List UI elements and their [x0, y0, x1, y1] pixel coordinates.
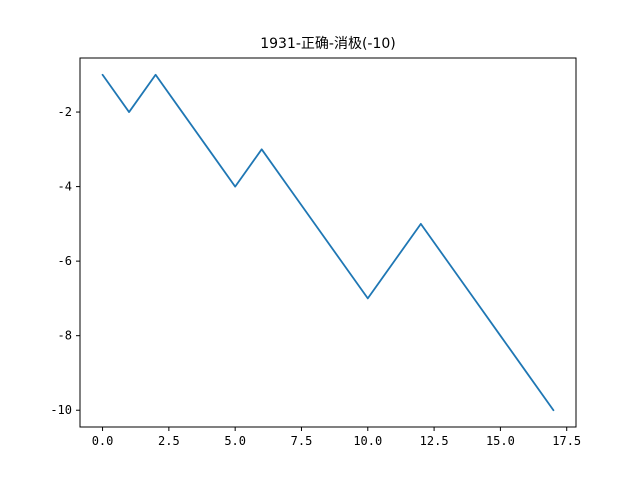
y-tick-label: -6 — [58, 254, 72, 268]
series-line — [101, 73, 555, 412]
y-tick-label: -10 — [50, 403, 72, 417]
series-layer — [101, 73, 555, 412]
chart-title: 1931-正确-消极(-10) — [260, 36, 396, 52]
x-tick-label: 15.0 — [486, 434, 515, 448]
ticks-layer: 0.0 2.5 5.0 7.5 10.0 12.5 15.0 17.5 -2 -4 -6 -8 -10 — [50, 105, 581, 448]
x-tick-label: 2.5 — [158, 434, 180, 448]
x-tick-label: 12.5 — [420, 434, 449, 448]
x-tick-label: 7.5 — [291, 434, 313, 448]
x-tick-label: 5.0 — [224, 434, 246, 448]
x-tick-label: 17.5 — [552, 434, 581, 448]
y-tick-label: -8 — [58, 329, 72, 343]
x-tick-label: 10.0 — [353, 434, 382, 448]
plot-area-frame — [79, 57, 577, 428]
x-tick-label: 0.0 — [92, 434, 114, 448]
y-tick-label: -2 — [58, 105, 72, 119]
y-tick-label: -4 — [58, 180, 72, 194]
